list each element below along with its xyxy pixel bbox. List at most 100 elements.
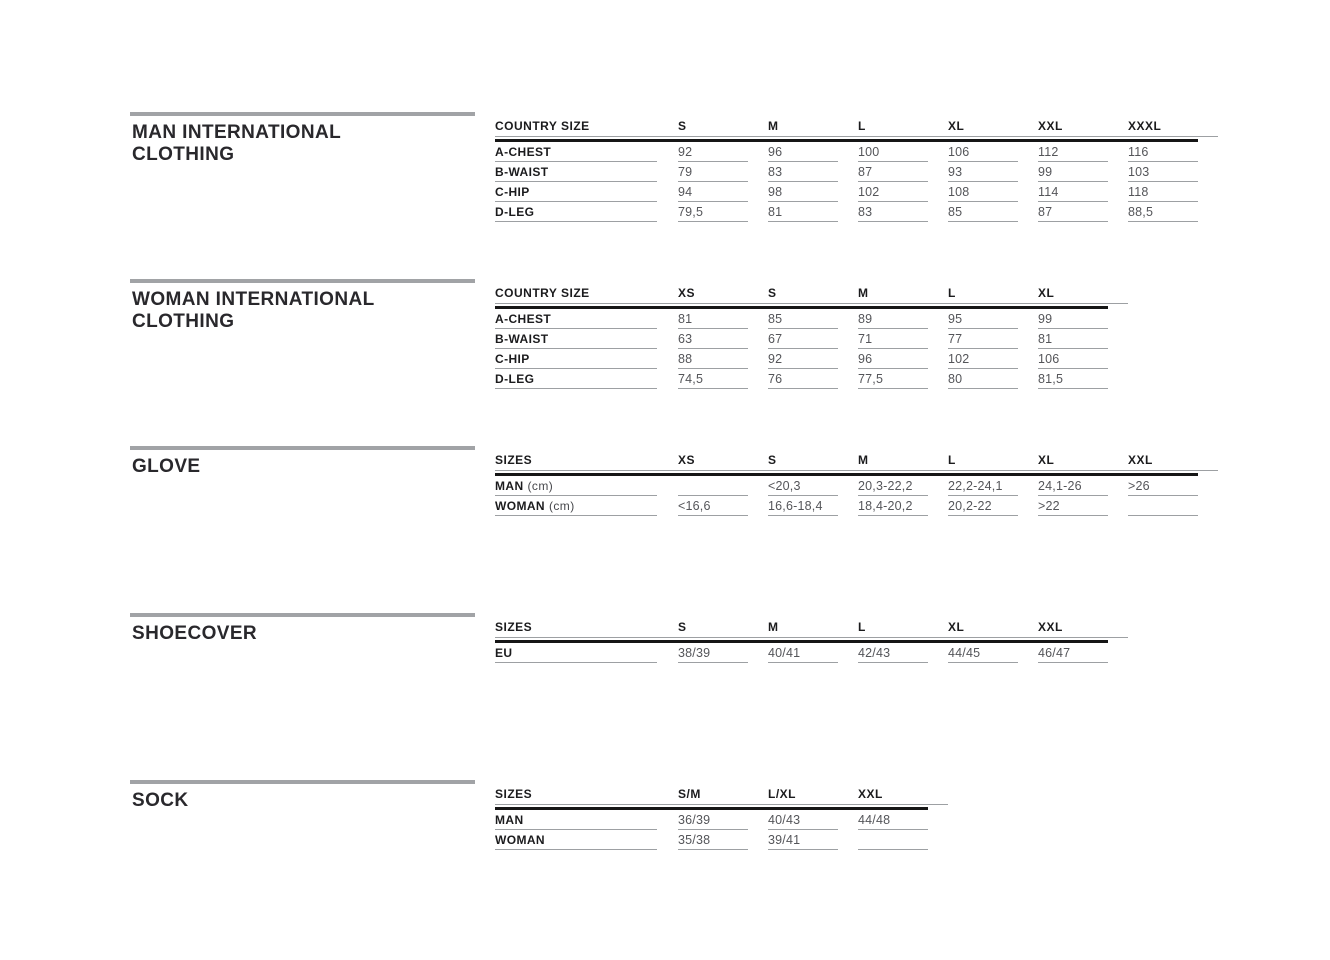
table-row: A-CHEST 92 96 100 106 112 116 xyxy=(495,142,1218,162)
cell-value xyxy=(1128,496,1198,516)
cell-value: 99 xyxy=(1038,309,1108,329)
table-cell: 46/47 xyxy=(1038,643,1128,663)
cell-value: 38/39 xyxy=(678,643,748,663)
table-cell: 92 xyxy=(678,142,768,162)
cell-value: 20,3-22,2 xyxy=(858,476,928,496)
table-header-row: SIZES XS S M L XL XXL xyxy=(495,446,1218,471)
cell-value xyxy=(678,476,748,496)
section-title-line: SHOECOVER xyxy=(132,623,258,644)
column-header: XS xyxy=(678,453,696,467)
header-thick-rule xyxy=(495,139,1198,142)
table-cell: 42/43 xyxy=(858,643,948,663)
cell-value: 46/47 xyxy=(1038,643,1108,663)
table-cell: 85 xyxy=(768,309,858,329)
header-thick-rule xyxy=(495,473,1198,476)
table-cell: >26 xyxy=(1128,476,1218,496)
row-label: D-LEG xyxy=(495,369,657,389)
table-row: WOMAN (cm) <16,6 16,6-18,4 18,4-20,2 20,2-22 >… xyxy=(495,496,1218,516)
row-label-text: MAN xyxy=(495,479,524,493)
section-divider-bar xyxy=(130,446,475,450)
table-cell: 102 xyxy=(948,349,1038,369)
table-cell: 95 xyxy=(948,309,1038,329)
column-header: XL xyxy=(948,119,965,133)
cell-value xyxy=(858,830,928,850)
column-header: L/XL xyxy=(768,787,796,801)
table-cell: 94 xyxy=(678,182,768,202)
header-label: SIZES xyxy=(495,787,533,801)
cell-value: 18,4-20,2 xyxy=(858,496,928,516)
cell-value: 40/43 xyxy=(768,810,838,830)
cell-value: 95 xyxy=(948,309,1018,329)
table-cell: 81 xyxy=(768,202,858,222)
column-header: S xyxy=(678,119,687,133)
header-thick-rule xyxy=(495,640,1108,643)
row-label-cell: WOMAN (cm) xyxy=(495,496,678,516)
cell-value: 67 xyxy=(768,329,838,349)
header-label: SIZES xyxy=(495,453,533,467)
cell-value: 106 xyxy=(1038,349,1108,369)
cell-value: 102 xyxy=(948,349,1018,369)
table-cell: 77 xyxy=(948,329,1038,349)
cell-value: 39/41 xyxy=(768,830,838,850)
table-cell: 88,5 xyxy=(1128,202,1218,222)
table-row: MAN 36/39 40/43 44/48 xyxy=(495,810,948,830)
cell-value: 103 xyxy=(1128,162,1198,182)
table-cell: 67 xyxy=(768,329,858,349)
section-title: WOMAN INTERNATIONAL CLOTHING xyxy=(132,289,475,332)
row-label-cell: EU xyxy=(495,643,678,663)
section-divider-bar xyxy=(130,112,475,116)
column-header: M xyxy=(858,453,869,467)
column-header: M xyxy=(768,620,779,634)
table-cell: 102 xyxy=(858,182,948,202)
row-label-cell: C-HIP xyxy=(495,182,678,202)
table-cell: 44/45 xyxy=(948,643,1038,663)
table-cell: 116 xyxy=(1128,142,1218,162)
cell-value: 81 xyxy=(678,309,748,329)
cell-value: >22 xyxy=(1038,496,1108,516)
column-header: XXXL xyxy=(1128,119,1162,133)
table-cell: >22 xyxy=(1038,496,1128,516)
cell-value: 77 xyxy=(948,329,1018,349)
size-table: SIZES S/M L/XL XXL MAN 36/39 40/43 44/48 WOMAN 35… xyxy=(495,780,948,850)
table-cell: 93 xyxy=(948,162,1038,182)
column-header: XXL xyxy=(858,787,883,801)
cell-value: 83 xyxy=(768,162,838,182)
table-cell: <20,3 xyxy=(768,476,858,496)
table-cell: 39/41 xyxy=(768,830,858,850)
table-cell: 88 xyxy=(678,349,768,369)
cell-value: 35/38 xyxy=(678,830,748,850)
section-title: SOCK xyxy=(132,790,475,812)
table-header-row: COUNTRY SIZE XS S M L XL xyxy=(495,279,1128,304)
table-cell: 99 xyxy=(1038,162,1128,182)
cell-value: 106 xyxy=(948,142,1018,162)
header-label: COUNTRY SIZE xyxy=(495,119,590,133)
table-cell: 96 xyxy=(858,349,948,369)
row-label-cell: A-CHEST xyxy=(495,142,678,162)
cell-value: 112 xyxy=(1038,142,1108,162)
cell-value: 80 xyxy=(948,369,1018,389)
table-cell: 85 xyxy=(948,202,1038,222)
table-cell: 87 xyxy=(858,162,948,182)
table-row: A-CHEST 81 85 89 95 99 xyxy=(495,309,1128,329)
cell-value: 81 xyxy=(768,202,838,222)
section-title-line: CLOTHING xyxy=(132,143,235,165)
table-cell: 106 xyxy=(1038,349,1128,369)
column-header: XL xyxy=(1038,453,1055,467)
row-label-text: C-HIP xyxy=(495,185,530,199)
row-label: C-HIP xyxy=(495,182,657,202)
row-label-text: MAN xyxy=(495,813,524,827)
row-label-text: WOMAN xyxy=(495,499,545,513)
table-cell: 44/48 xyxy=(858,810,948,830)
table-row: WOMAN 35/38 39/41 xyxy=(495,830,948,850)
cell-value: <16,6 xyxy=(678,496,748,516)
section-divider-bar xyxy=(130,613,475,617)
table-row: B-WAIST 79 83 87 93 99 103 xyxy=(495,162,1218,182)
cell-value: 24,1-26 xyxy=(1038,476,1108,496)
table-cell: 40/41 xyxy=(768,643,858,663)
table-cell: 22,2-24,1 xyxy=(948,476,1038,496)
row-label-text: C-HIP xyxy=(495,352,530,366)
table-cell: 71 xyxy=(858,329,948,349)
row-label-unit: (cm) xyxy=(549,499,575,513)
table-cell: 83 xyxy=(858,202,948,222)
cell-value: 98 xyxy=(768,182,838,202)
